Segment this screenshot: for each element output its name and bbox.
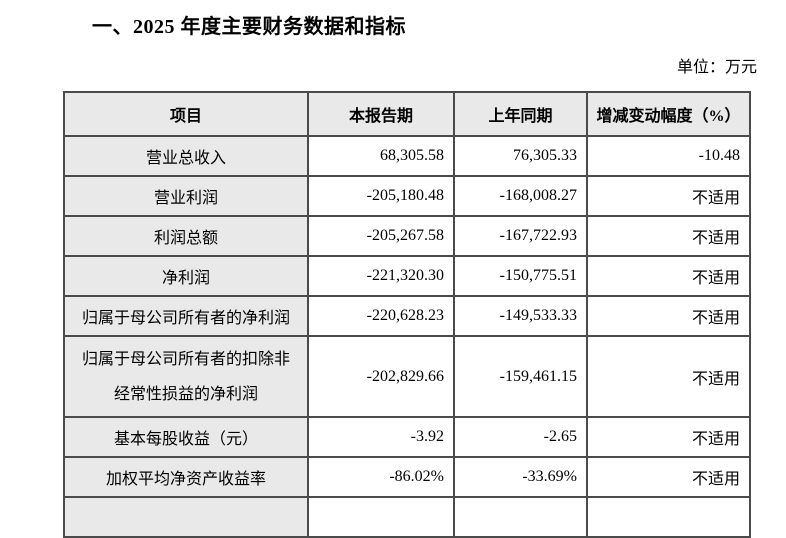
unit-label: 单位：万元 [676,59,757,76]
table-row: 归属于母公司所有者的扣除非 经常性损益的净利润 -202,829.66 -159… [63,335,751,418]
prior-period-cell: -2.65 [453,416,588,458]
prior-period-cell: -168,008.27 [453,175,588,217]
item-cell: 归属于母公司所有者的扣除非 经常性损益的净利润 [63,335,309,418]
prior-period-cell: -159,461.15 [453,335,588,418]
change-cell: 不适用 [586,175,751,217]
prior-period-cell: -149,533.33 [453,295,588,337]
change-cell: 不适用 [586,215,751,257]
current-period-cell: -205,180.48 [307,175,455,217]
item-cell: 加权平均净资产收益率 [63,456,309,498]
table-row: 营业总收入 68,305.58 76,305.33 -10.48 [63,135,751,177]
current-period-cell: -220,628.23 [307,295,455,337]
prior-period-cell: -167,722.93 [453,215,588,257]
current-period-cell: -205,267.58 [307,215,455,257]
table-row: 营业利润 -205,180.48 -168,008.27 不适用 [63,175,751,217]
page-title: 一、2025 年度主要财务数据和指标 [92,16,406,38]
prior-period-cell: 76,305.33 [453,135,588,177]
table-row: 归属于母公司所有者的净利润 -220,628.23 -149,533.33 不适… [63,295,751,337]
column-header-prior-period: 上年同期 [453,91,588,137]
column-header-change: 增减变动幅度（%） [586,91,751,137]
current-period-cell: -86.02% [307,456,455,498]
item-cell: 利润总额 [63,215,309,257]
current-period-cell: 68,305.58 [307,135,455,177]
prior-period-cell: -150,775.51 [453,255,588,297]
change-cell: 不适用 [586,456,751,498]
change-cell: 不适用 [586,335,751,418]
item-cell: 基本每股收益（元） [63,416,309,458]
item-cell: 营业总收入 [63,135,309,177]
item-cell: 净利润 [63,255,309,297]
current-period-cell: -202,829.66 [307,335,455,418]
item-cell: 营业利润 [63,175,309,217]
table-row: 净利润 -221,320.30 -150,775.51 不适用 [63,255,751,297]
table-row: 加权平均净资产收益率 -86.02% -33.69% 不适用 [63,456,751,498]
current-period-cell: -3.92 [307,416,455,458]
prior-period-cell: -33.69% [453,456,588,498]
change-cell: -10.48 [586,135,751,177]
change-cell: 不适用 [586,295,751,337]
change-cell: 不适用 [586,255,751,297]
prior-period-cell [453,496,588,538]
column-header-item: 项目 [63,91,309,137]
column-header-current-period: 本报告期 [307,91,455,137]
current-period-cell: -221,320.30 [307,255,455,297]
table-row: 基本每股收益（元） -3.92 -2.65 不适用 [63,416,751,458]
change-cell [586,496,751,538]
header-row: 项目 本报告期 上年同期 增减变动幅度（%） [63,91,751,137]
item-cell [63,496,309,538]
financial-data-table: 项目 本报告期 上年同期 增减变动幅度（%） 营业总收入 68,305.58 7… [63,91,751,538]
item-cell: 归属于母公司所有者的净利润 [63,295,309,337]
table-row: 利润总额 -205,267.58 -167,722.93 不适用 [63,215,751,257]
change-cell: 不适用 [586,416,751,458]
current-period-cell [307,496,455,538]
table-row-partial [63,496,751,538]
